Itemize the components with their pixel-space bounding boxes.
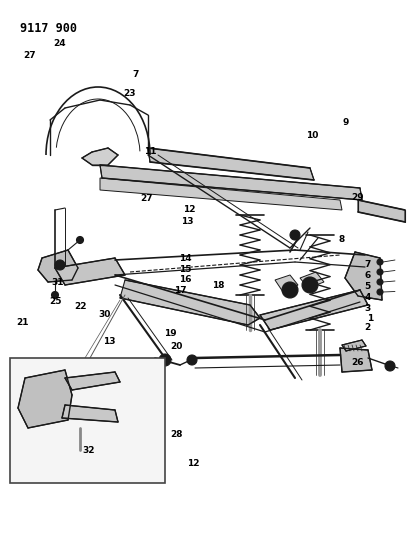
Polygon shape [260, 290, 368, 330]
Text: 2: 2 [365, 324, 371, 332]
Ellipse shape [187, 355, 197, 365]
Ellipse shape [290, 230, 300, 240]
Polygon shape [100, 165, 362, 200]
Text: 20: 20 [171, 342, 183, 351]
Ellipse shape [58, 262, 62, 268]
Ellipse shape [286, 286, 294, 294]
Ellipse shape [76, 237, 83, 244]
Ellipse shape [377, 279, 383, 285]
Text: 9117 900: 9117 900 [20, 22, 77, 35]
Text: 5: 5 [365, 282, 371, 291]
Polygon shape [275, 275, 298, 292]
Text: 25: 25 [49, 297, 62, 305]
Text: 24: 24 [53, 39, 66, 48]
Text: 7: 7 [132, 70, 139, 79]
Text: 26: 26 [351, 358, 364, 367]
Text: 11: 11 [144, 148, 156, 156]
Ellipse shape [39, 411, 46, 418]
Ellipse shape [55, 260, 65, 270]
Text: 7: 7 [365, 261, 371, 269]
Polygon shape [82, 148, 118, 165]
Text: 22: 22 [74, 302, 86, 311]
Polygon shape [148, 148, 314, 180]
Text: 31: 31 [51, 278, 64, 287]
Ellipse shape [107, 411, 117, 421]
Ellipse shape [35, 408, 49, 422]
Ellipse shape [385, 361, 395, 371]
Ellipse shape [159, 354, 171, 366]
Text: 4: 4 [365, 293, 371, 302]
Polygon shape [340, 348, 372, 372]
Ellipse shape [107, 375, 117, 385]
Text: 9: 9 [342, 118, 349, 127]
Polygon shape [120, 280, 260, 325]
Text: 12: 12 [187, 459, 199, 468]
Polygon shape [65, 372, 120, 390]
Ellipse shape [282, 282, 298, 298]
Text: 18: 18 [212, 281, 224, 289]
Text: 1: 1 [367, 314, 373, 322]
Polygon shape [55, 258, 125, 285]
Text: 6: 6 [365, 271, 371, 280]
Ellipse shape [162, 357, 168, 363]
Text: 12: 12 [183, 205, 195, 214]
Ellipse shape [75, 447, 85, 457]
Text: 19: 19 [164, 329, 177, 337]
Text: 29: 29 [351, 193, 364, 201]
Text: 8: 8 [338, 236, 344, 244]
Text: 13: 13 [181, 217, 193, 225]
Text: 32: 32 [82, 446, 95, 455]
Text: 23: 23 [123, 89, 136, 98]
Text: 15: 15 [179, 265, 191, 273]
Polygon shape [62, 405, 118, 422]
Text: 16: 16 [179, 276, 191, 284]
Text: 28: 28 [171, 430, 183, 439]
Polygon shape [38, 250, 78, 282]
Ellipse shape [51, 292, 58, 298]
Text: 13: 13 [103, 337, 115, 345]
Ellipse shape [377, 269, 383, 275]
Ellipse shape [377, 289, 383, 295]
Ellipse shape [302, 277, 318, 293]
Polygon shape [300, 272, 324, 288]
Polygon shape [345, 252, 382, 300]
Text: 10: 10 [306, 132, 319, 140]
Ellipse shape [38, 391, 46, 399]
Bar [10, 358, 165, 483]
Text: 14: 14 [179, 254, 191, 263]
Polygon shape [18, 370, 72, 428]
Text: 21: 21 [16, 318, 29, 327]
Text: 3: 3 [365, 304, 371, 312]
Polygon shape [100, 178, 342, 210]
Ellipse shape [377, 259, 383, 265]
Ellipse shape [306, 281, 314, 289]
Text: 27: 27 [23, 52, 36, 60]
Polygon shape [342, 340, 366, 351]
Ellipse shape [34, 387, 50, 403]
Text: 30: 30 [99, 310, 111, 319]
Polygon shape [358, 200, 405, 222]
Text: 27: 27 [141, 195, 153, 203]
Text: 17: 17 [175, 286, 187, 295]
